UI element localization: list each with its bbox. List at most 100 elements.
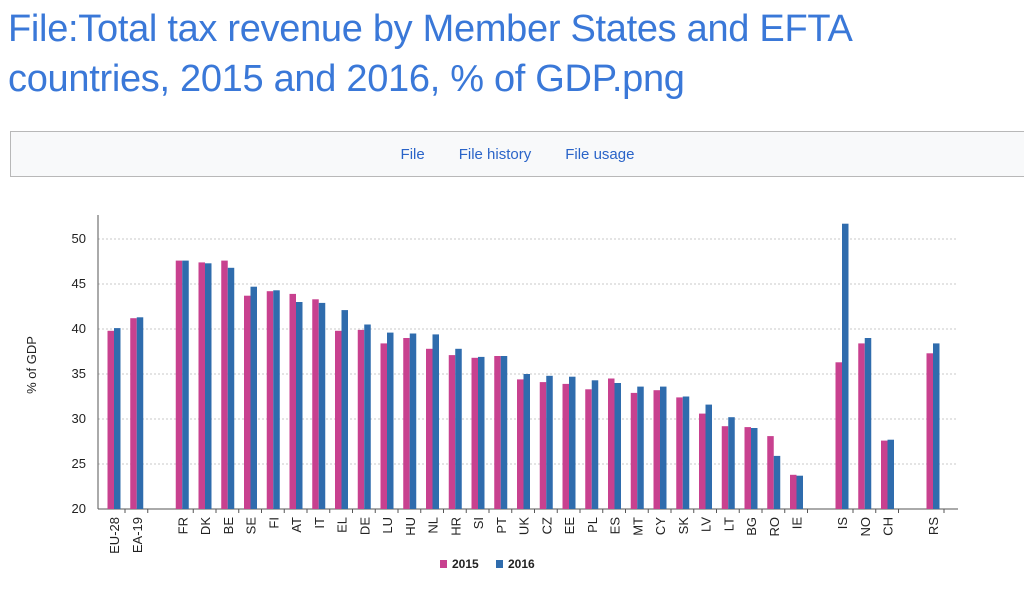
bar-2016-ea-19 (136, 317, 144, 509)
bar-2016-ie (796, 475, 803, 509)
bar-2015-be (221, 260, 228, 509)
bar-2015-lv (699, 413, 706, 509)
x-tick-label: IS (835, 517, 850, 530)
bar-2016-fr (182, 260, 189, 509)
legend-label-2015: 2015 (452, 557, 479, 571)
x-tick-label: EL (335, 517, 350, 533)
x-tick-label: FR (175, 517, 190, 534)
x-tick-label: PL (585, 517, 600, 533)
x-tick-label: FI (266, 517, 281, 529)
bar-2015-uk (517, 379, 524, 509)
bar-2016-nl (432, 334, 439, 509)
bar-2016-is (842, 223, 849, 509)
bar-2016-uk (523, 374, 530, 509)
x-tick-label: NO (858, 517, 873, 537)
bar-2015-pl (585, 389, 592, 509)
bar-2015-ie (790, 474, 797, 509)
bar-2015-nl (426, 348, 433, 509)
bar-2015-sk (676, 397, 683, 509)
bar-2016-el (341, 310, 348, 509)
bar-2015-ch (881, 440, 888, 509)
bar-2016-es (614, 383, 621, 509)
y-tick-label: 50 (72, 231, 86, 246)
bar-2015-de (357, 329, 365, 509)
y-axis-label: % of GDP (24, 336, 39, 394)
bar-2016-ee (569, 376, 576, 509)
x-tick-label: EE (562, 517, 577, 535)
x-tick-label: CZ (539, 517, 554, 534)
x-tick-label: ES (608, 517, 623, 535)
x-tick-label: MT (630, 517, 645, 536)
bar-2015-cz (539, 382, 547, 509)
bar-2015-se (244, 295, 251, 509)
x-tick-label: NL (426, 517, 441, 534)
x-tick-label: LT (721, 517, 736, 531)
x-tick-label: LV (699, 517, 714, 532)
bar-2015-si (471, 357, 478, 509)
bar-2015-es (608, 378, 615, 509)
bar-2015-at (289, 293, 296, 509)
bar-2016-ro (773, 455, 781, 509)
y-tick-label: 20 (72, 501, 86, 516)
bar-2016-hu (409, 333, 417, 509)
x-tick-label: AT (289, 517, 304, 533)
x-tick-label: DE (357, 517, 372, 535)
bar-2016-cy (660, 386, 667, 509)
x-tick-label: SK (676, 517, 691, 535)
bar-2016-lt (728, 417, 735, 509)
x-tick-label: SI (471, 517, 486, 529)
bar-2015-rs (926, 353, 933, 509)
x-tick-label: IE (790, 517, 805, 530)
y-tick-label: 35 (72, 366, 86, 381)
tab-file-history[interactable]: File history (458, 145, 532, 163)
bar-2016-no (864, 338, 872, 509)
y-tick-label: 45 (72, 276, 86, 291)
x-tick-label: RS (926, 517, 941, 535)
bar-2015-ee (562, 383, 569, 509)
bar-2015-fi (266, 291, 274, 509)
bar-2015-hr (448, 355, 456, 509)
page-title: File:Total tax revenue by Member States … (8, 8, 851, 100)
bar-2015-fr (175, 260, 183, 509)
bar-2016-cz (546, 375, 553, 509)
tab-file[interactable]: File (400, 145, 425, 163)
x-tick-label: CH (881, 517, 896, 536)
bar-2016-si (478, 356, 485, 509)
bar-chart: 20 25 30 35 40 45 50 % of GDP EU-28 EA-19 FR DK BE SE… (24, 215, 958, 571)
bar-2015-lu (380, 343, 387, 509)
bar-2016-pt (500, 356, 508, 509)
bar-2015-ea-19 (130, 318, 137, 509)
bar-2015-cy (653, 390, 660, 509)
tab-file-usage[interactable]: File usage (565, 145, 635, 163)
x-tick-label: EU-28 (107, 517, 122, 554)
file-tabs-bar: File File history File usage (10, 131, 1024, 177)
x-tick-label: LU (380, 517, 395, 534)
bar-2015-is (835, 362, 842, 509)
x-tick-label: DK (198, 517, 213, 535)
x-tick-label: BG (744, 517, 759, 536)
bar-2015-bg (744, 427, 751, 509)
legend-swatch-2016 (496, 560, 503, 568)
x-tick-label: RO (767, 517, 782, 537)
y-tick-label: 40 (72, 321, 86, 336)
x-tick-label: IT (312, 517, 327, 529)
x-tick-label: HU (403, 517, 418, 536)
bar-2016-rs (933, 343, 940, 509)
x-tick-label: UK (517, 517, 532, 535)
x-tick-label: PT (494, 517, 509, 534)
x-tick-label: BE (221, 517, 236, 535)
bar-2015-dk (198, 262, 205, 509)
bar-2015-pt (494, 356, 501, 509)
bar-2016-lu (387, 332, 394, 509)
bar-2016-de (364, 324, 371, 509)
bar-2015-el (335, 330, 342, 509)
legend-label-2016: 2016 (508, 557, 535, 571)
bar-2016-mt (637, 386, 644, 509)
bar-2015-no (858, 343, 865, 509)
bar-2015-it (312, 299, 319, 509)
bar-2015-hu (403, 338, 410, 509)
bar-2016-lv (705, 404, 712, 509)
bar-2015-eu-28 (107, 330, 114, 509)
bar-2015-ro (767, 436, 774, 509)
bar-2015-mt (630, 392, 638, 509)
